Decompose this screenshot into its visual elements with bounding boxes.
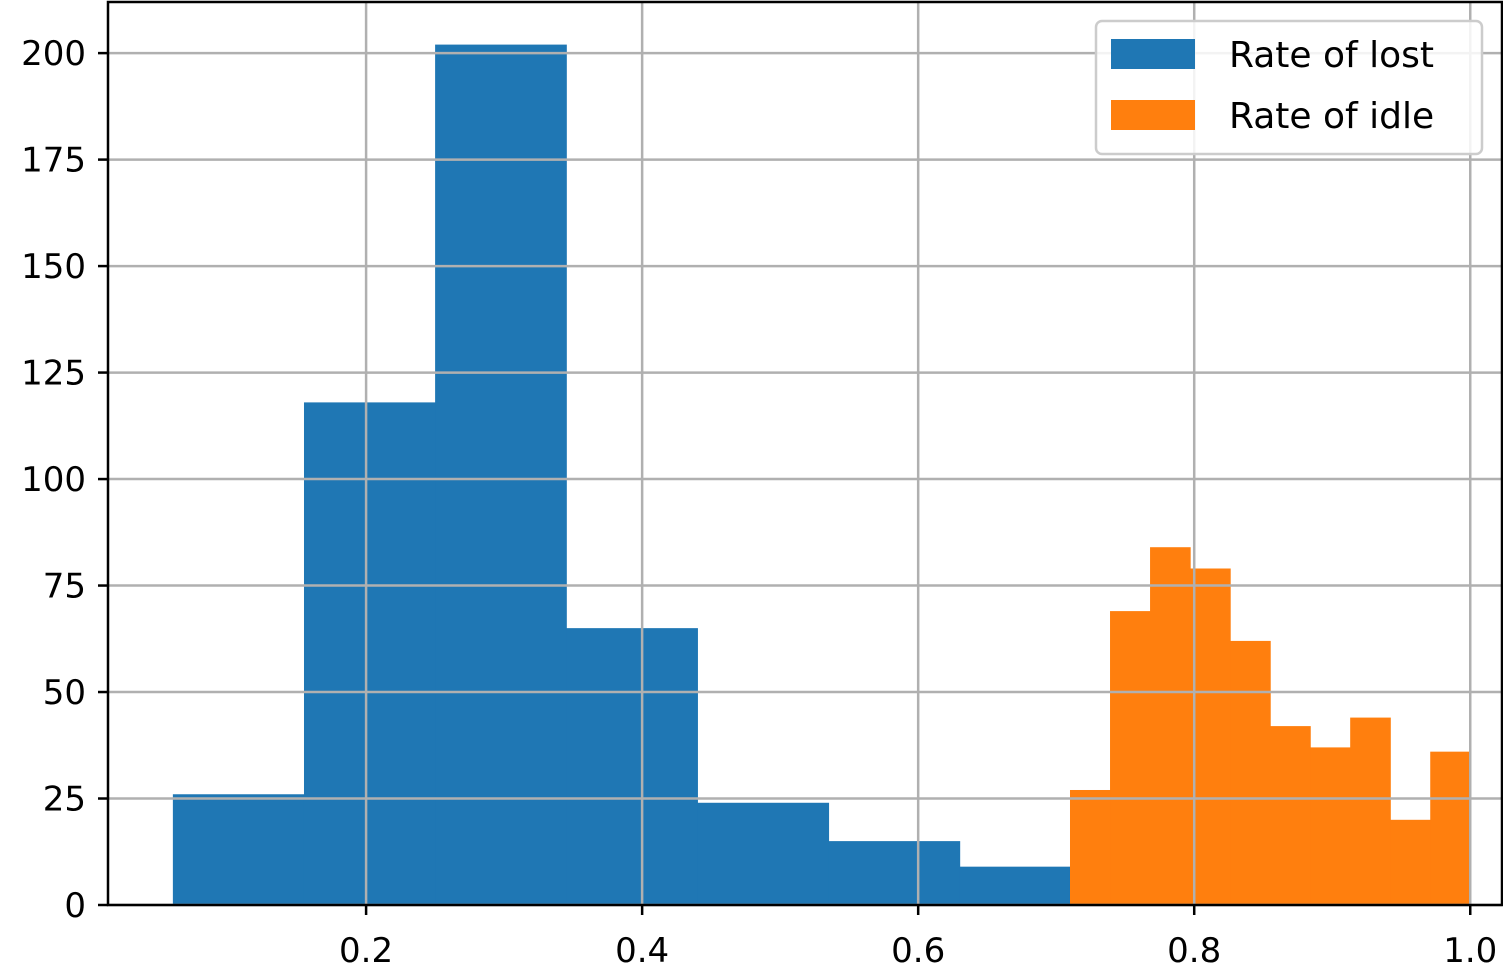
x-tick-label: 0.2 [339, 931, 393, 971]
bar [1270, 726, 1311, 905]
y-tick-label: 125 [21, 354, 86, 394]
legend-label: Rate of idle [1229, 96, 1434, 137]
y-tick-label: 100 [21, 460, 86, 500]
axes-frame [106, 0, 1503, 907]
y-tick-label: 50 [43, 673, 86, 713]
y-tick-label: 175 [21, 141, 86, 181]
axes [98, 0, 1503, 915]
histogram-bars [172, 44, 1471, 905]
bar [1230, 640, 1271, 905]
bar [828, 841, 961, 905]
bar [566, 628, 698, 905]
legend-swatch [1111, 39, 1195, 69]
x-tick-label: 0.6 [891, 931, 945, 971]
x-tick-label: 1.0 [1443, 931, 1497, 971]
bar [1150, 547, 1191, 905]
legend-swatch [1111, 100, 1195, 130]
bar [1190, 568, 1231, 905]
bar [435, 44, 567, 905]
y-tick-label: 150 [21, 247, 86, 287]
y-tick-label: 0 [64, 886, 86, 926]
series-1 [172, 44, 1085, 905]
bar [1390, 819, 1431, 905]
legend-label: Rate of lost [1229, 35, 1434, 76]
y-tick-label: 200 [21, 34, 86, 74]
bar [1310, 747, 1351, 905]
y-tick-label: 75 [43, 567, 86, 607]
x-tick-label: 0.4 [615, 931, 669, 971]
bar [303, 402, 436, 905]
x-tick-label: 0.8 [1167, 931, 1221, 971]
y-tick-label: 25 [43, 780, 86, 820]
legend: Rate of lost Rate of idle [1094, 19, 1484, 156]
bar [172, 794, 305, 905]
bar [697, 802, 830, 905]
bar [1350, 717, 1391, 905]
bar [1110, 611, 1151, 905]
tick-labels: 0 25 50 75 100 125 150 175 200 0.2 0.4 0.6 0.8 1.0 [21, 34, 1497, 971]
series-2 [1069, 547, 1471, 905]
gridlines [108, 2, 1502, 907]
bar [959, 866, 1085, 905]
bar [1430, 751, 1471, 905]
bar [1069, 789, 1111, 905]
